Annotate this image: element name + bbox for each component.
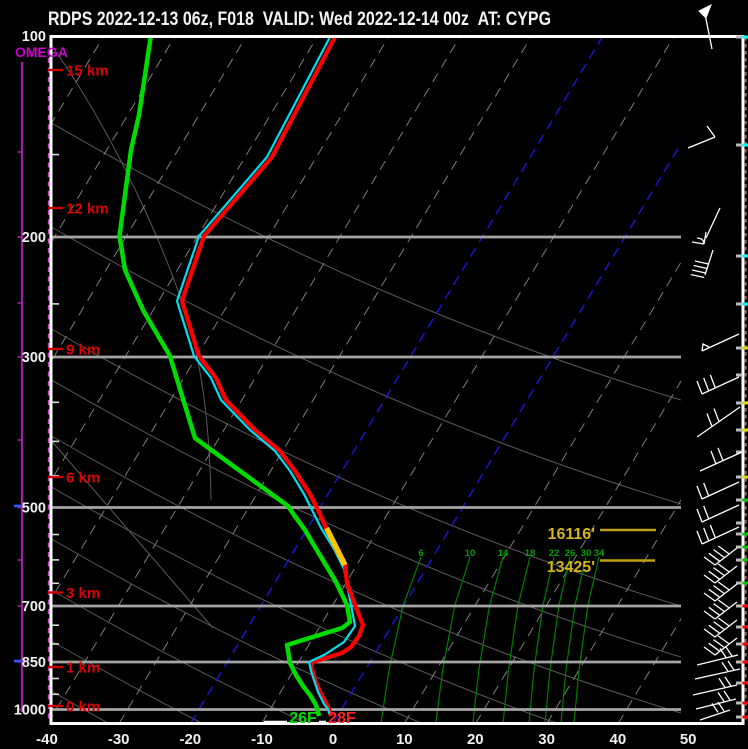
svg-text:-10: -10 (251, 731, 273, 748)
svg-text:1 km: 1 km (66, 660, 100, 677)
svg-text:850: 850 (22, 655, 46, 671)
svg-text:500: 500 (22, 501, 46, 517)
svg-text:6: 6 (418, 548, 423, 559)
svg-text:300: 300 (22, 350, 46, 366)
svg-text:700: 700 (22, 599, 46, 615)
svg-text:26F: 26F (289, 710, 317, 727)
svg-text:10: 10 (396, 731, 413, 748)
svg-text:30: 30 (538, 731, 555, 748)
svg-text:22: 22 (549, 548, 560, 559)
svg-text:1000: 1000 (14, 703, 46, 719)
svg-text:-20: -20 (179, 731, 201, 748)
svg-text:13425': 13425' (547, 559, 595, 576)
svg-text:-30: -30 (108, 731, 130, 748)
svg-text:16116': 16116' (548, 526, 595, 543)
svg-text:15 km: 15 km (66, 63, 109, 80)
svg-text:0: 0 (329, 731, 337, 748)
svg-text:200: 200 (22, 230, 46, 246)
svg-text:100: 100 (22, 29, 46, 45)
svg-text:12 km: 12 km (66, 201, 109, 218)
svg-text:26: 26 (565, 548, 576, 559)
svg-text:6 km: 6 km (66, 470, 100, 487)
svg-text:34: 34 (594, 548, 605, 559)
svg-text:0 km: 0 km (66, 699, 100, 716)
svg-text:18: 18 (525, 548, 536, 559)
svg-text:14: 14 (498, 548, 509, 559)
svg-text:-40: -40 (36, 731, 58, 748)
svg-text:20: 20 (467, 731, 484, 748)
svg-text:RDPS 2022-12-13 06z, F018 VAL: RDPS 2022-12-13 06z, F018 VALID: Wed 202… (48, 9, 551, 30)
svg-text:OMEGA: OMEGA (15, 44, 68, 60)
svg-text:10: 10 (465, 548, 476, 559)
svg-text:30: 30 (581, 548, 592, 559)
svg-text:3 km: 3 km (66, 585, 100, 602)
svg-text:28F: 28F (328, 710, 356, 727)
svg-text:50: 50 (680, 731, 697, 748)
svg-text:9 km: 9 km (66, 342, 100, 359)
svg-text:40: 40 (610, 731, 627, 748)
